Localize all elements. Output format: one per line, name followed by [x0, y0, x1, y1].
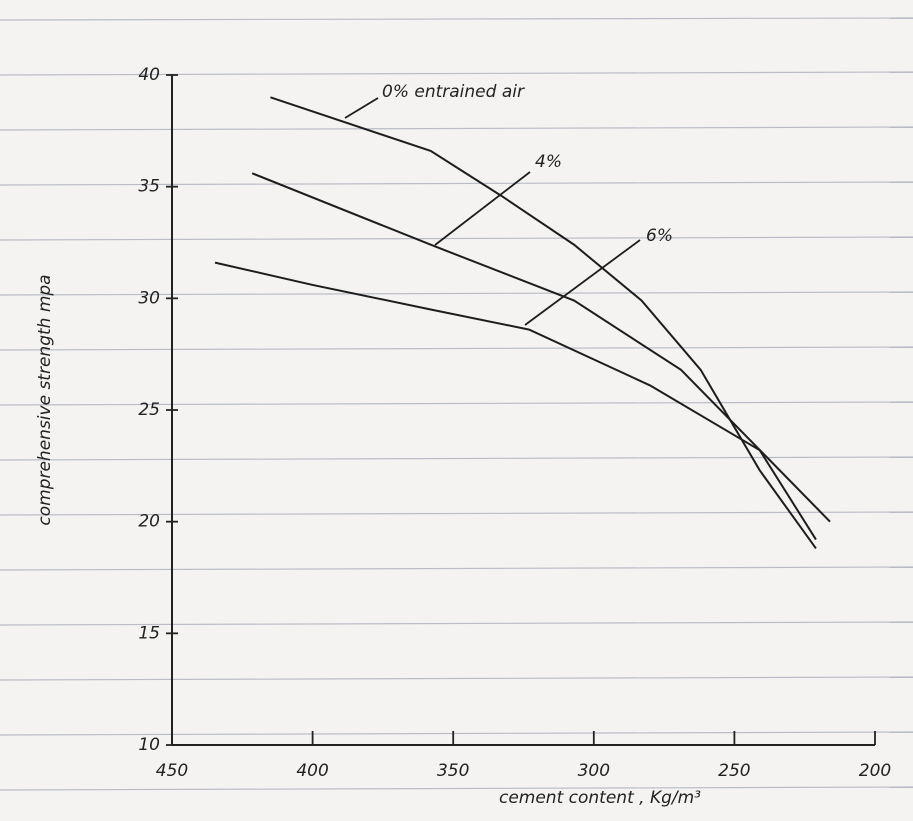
y-tick-label: 10 [138, 735, 160, 755]
x-tick-label: 200 [859, 761, 891, 781]
series-line [214, 261, 817, 541]
x-axis-title: cement content , Kg/m³ [499, 788, 701, 808]
y-tick-label: 20 [138, 512, 160, 532]
y-tick-label: 15 [138, 623, 160, 643]
paper-lines [0, 17, 913, 791]
y-tick-label: 30 [138, 288, 160, 308]
label-leader [344, 97, 379, 119]
x-tick-label: 450 [156, 761, 188, 781]
series-label: 4% [535, 152, 562, 172]
x-tick-label: 250 [718, 761, 750, 781]
x-tick-label: 400 [296, 761, 328, 781]
series-line [270, 96, 817, 550]
x-tick-label: 350 [437, 761, 469, 781]
label-leader [434, 171, 531, 246]
series-label: 6% [646, 226, 673, 246]
series-label: 0% entrained air [382, 82, 525, 102]
y-tick-label: 25 [138, 400, 160, 420]
series-line [251, 172, 831, 523]
y-tick-label: 40 [138, 65, 160, 85]
y-axis-title: comprehensive strength mpa [35, 274, 55, 525]
label-leader [524, 239, 641, 326]
y-tick-label: 35 [138, 177, 160, 197]
x-tick-label: 300 [578, 761, 610, 781]
